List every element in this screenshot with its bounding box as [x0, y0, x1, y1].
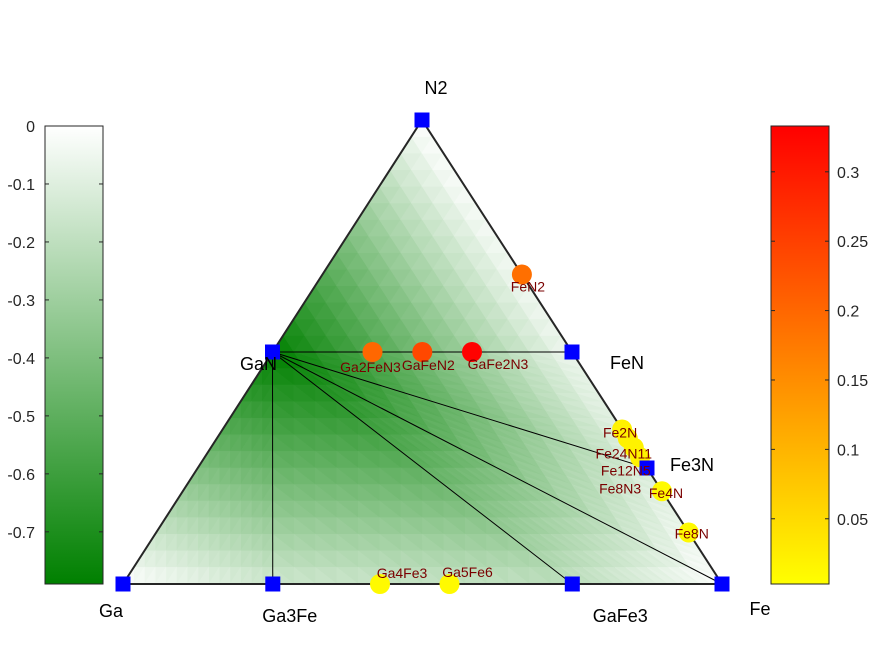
hull-facet-cell	[572, 567, 605, 584]
left-colorbar-tick-label: -0.2	[7, 235, 35, 252]
stable-phase-point	[414, 112, 430, 128]
tie-line	[272, 351, 723, 585]
unstable-phase-point	[511, 264, 532, 285]
hull-facet-cell	[636, 567, 669, 584]
stable-phase-point	[714, 576, 730, 592]
stable-phase-point	[564, 576, 580, 592]
hull-facets	[123, 120, 722, 584]
hull-facet-cell	[614, 567, 648, 584]
hull-facet-cell	[165, 566, 177, 584]
hull-facet-cell	[593, 567, 626, 584]
tie-line	[272, 351, 648, 469]
hull-facet-cell	[293, 566, 317, 584]
hull-facet-cell	[218, 566, 231, 584]
unstable-phase-label: Fe12N5	[601, 463, 651, 479]
hull-facet-cell	[208, 566, 220, 584]
stable-phase-point	[115, 576, 131, 592]
right-colorbar-tick-label: 0.15	[837, 373, 868, 390]
stable-phase-point	[265, 576, 281, 592]
hull-facet-cell	[154, 566, 167, 584]
hull-facet-cell	[646, 567, 680, 584]
unstable-phase-point	[370, 574, 390, 594]
hull-facet-cell	[422, 566, 445, 584]
left-colorbar-tick-label: -0.5	[7, 409, 35, 426]
stable-phase-point	[564, 344, 580, 360]
hull-facet-cell	[668, 567, 701, 584]
unstable-phase-label: GaFeN2	[402, 357, 455, 373]
hull-facet-cell	[604, 567, 637, 584]
hull-facet-cell	[561, 567, 594, 584]
hull-facet-cell	[197, 566, 209, 584]
unstable-phase-label: GaFe2N3	[468, 356, 529, 372]
left-colorbar-tick-label: -0.3	[7, 293, 35, 310]
unstable-phase-label: Ga5Fe6	[442, 564, 493, 580]
hull-facet-cell	[143, 566, 156, 584]
hull-facet-cell	[250, 566, 263, 584]
stable-phase-point	[639, 460, 655, 476]
right-colorbar-tick-label: 0.05	[837, 512, 868, 529]
unstable-phase-label: Fe8N3	[599, 480, 641, 496]
right-colorbar-tick-label: 0.3	[837, 165, 859, 182]
hull-facet-cell	[133, 566, 145, 584]
unstable-phase-label: Ga4Fe3	[377, 565, 428, 581]
hull-facet-cell	[336, 566, 360, 584]
formation-energy-colorbar: 0 -0.1 -0.2 -0.3 -0.4 -0.5 -0.6 -0.7	[7, 119, 104, 585]
hull-facet-cell	[229, 566, 242, 584]
tie-lines	[272, 351, 723, 585]
unstable-phase-label: Fe24N11	[596, 445, 653, 461]
right-colorbar-tick-label: 0.2	[837, 304, 859, 321]
left-colorbar-tick-label: -0.1	[7, 177, 35, 194]
left-colorbar-tick-label: -0.7	[7, 525, 35, 542]
hull-facet-cell	[625, 567, 658, 584]
stable-phase-label: Ga	[99, 601, 124, 621]
unstable-phase-label: Fe8N	[675, 526, 709, 542]
hull-facet-cell	[186, 566, 199, 584]
unstable-phase-point	[439, 574, 460, 594]
stable-phase-label: GaN	[240, 354, 277, 374]
tie-line	[272, 351, 573, 585]
hull-facet-cell	[657, 567, 691, 584]
left-colorbar-tick-label: 0	[26, 119, 35, 136]
stable-phase-label: Fe	[749, 599, 770, 619]
hull-facet-cell	[529, 566, 552, 584]
unstable-phase-point	[678, 522, 699, 543]
stable-phase-label: FeN	[610, 353, 644, 373]
stable-phase-label: N2	[424, 78, 447, 98]
unstable-phase-point	[652, 481, 672, 502]
hull-facet-cell	[582, 567, 616, 584]
unstable-phase-label: Fe4N	[649, 485, 683, 501]
hull-facet-cell	[679, 567, 712, 584]
hull-facet-cell	[240, 566, 252, 584]
right-colorbar-tick-label: 0.1	[837, 442, 859, 459]
unstable-phase-point	[412, 342, 433, 362]
left-colorbar-tick-label: -0.6	[7, 467, 35, 484]
left-colorbar-tick-label: -0.4	[7, 351, 35, 368]
stable-phase-label: Fe3N	[670, 455, 714, 475]
unstable-phase-label: Ga2FeN3	[340, 359, 401, 375]
stable-phase-point	[265, 344, 280, 360]
unstable-phase-label: Fe2N	[603, 425, 637, 441]
hull-facet-cell	[486, 566, 509, 584]
hull-facet-cell	[400, 566, 424, 584]
hull-facet-cell	[175, 566, 188, 584]
unstable-phase-label: FeN2	[511, 279, 545, 295]
unstable-phases	[362, 264, 699, 594]
hull-facet-cell	[315, 566, 338, 584]
right-colorbar-tick-label: 0.25	[837, 234, 868, 251]
hull-facet-cell	[464, 566, 488, 584]
hull-facet-cell	[357, 566, 381, 584]
stable-phase-label: Ga3Fe	[262, 606, 317, 626]
ehull-colorbar: 0.05 0.1 0.15 0.2 0.25 0.3	[770, 125, 868, 585]
unstable-phase-point	[362, 342, 383, 362]
hull-facet-cell	[507, 566, 531, 584]
stable-phases	[115, 112, 730, 592]
stable-phase-label: GaFe3	[593, 606, 648, 626]
unstable-phase-point	[462, 342, 482, 362]
